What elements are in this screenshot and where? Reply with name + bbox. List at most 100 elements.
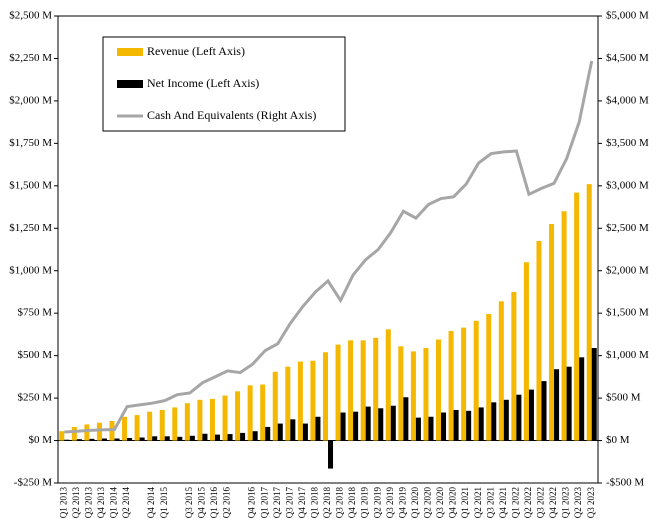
bar	[403, 397, 409, 441]
bar	[486, 314, 492, 441]
bar	[290, 419, 296, 441]
bar	[511, 291, 517, 441]
bar	[340, 412, 346, 441]
x-tick-label: Q2 2023	[573, 487, 583, 519]
bar	[277, 423, 283, 441]
legend-label: Net Income (Left Axis)	[147, 76, 259, 90]
x-tick-label: Q4 2019	[397, 487, 407, 519]
x-tick-label: Q1 2014	[109, 487, 119, 519]
y2-tick-label: $1,500 M	[606, 307, 649, 319]
x-tick-label: Q2 2020	[423, 487, 433, 519]
bar	[491, 402, 497, 441]
x-tick-label: Q1 2023	[561, 487, 571, 519]
bar	[360, 340, 366, 441]
y2-tick-label: $2,500 M	[606, 222, 649, 234]
bar	[315, 416, 321, 441]
bar	[172, 407, 178, 441]
bar	[252, 431, 258, 441]
x-tick-label: Q4 2016	[247, 487, 257, 519]
bar	[503, 399, 509, 441]
bar	[177, 436, 183, 441]
x-tick-label: Q3 2017	[284, 487, 294, 519]
bar	[209, 398, 215, 441]
bar	[101, 438, 107, 441]
y-tick-label: $2,250 M	[9, 52, 52, 64]
x-tick-label: Q3 2021	[485, 487, 495, 518]
bar	[89, 438, 95, 441]
bar	[441, 412, 447, 441]
plot-frame	[57, 15, 599, 484]
bar	[415, 417, 421, 441]
x-tick-label: Q2 2013	[71, 487, 81, 519]
x-tick-label: Q4 2013	[96, 487, 106, 519]
y-tick-label: $1,500 M	[9, 179, 52, 191]
legend-box	[102, 36, 346, 132]
bar	[423, 347, 429, 441]
x-tick-label: Q1 2015	[159, 487, 169, 519]
y-tick-label: $750 M	[17, 307, 52, 319]
bar	[147, 411, 153, 441]
x-tick-label: Q4 2022	[548, 487, 558, 518]
bar	[76, 439, 82, 441]
x-tick-label: Q2 2022	[523, 487, 533, 518]
bar	[498, 301, 504, 441]
legend-label: Cash And Equivalents (Right Axis)	[147, 108, 316, 122]
x-tick-label: Q3 2022	[536, 487, 546, 518]
bar	[64, 439, 70, 441]
bar	[222, 395, 228, 441]
x-tick-label: Q2 2014	[121, 487, 131, 519]
x-tick-label: Q3 2018	[335, 487, 345, 519]
y2-tick-label: $0 M	[606, 434, 630, 446]
bar	[197, 399, 203, 441]
line	[64, 60, 594, 434]
bar	[114, 438, 120, 441]
bar	[240, 432, 246, 441]
bar	[134, 415, 140, 441]
bar	[96, 422, 102, 441]
y-tick-label: $2,500 M	[9, 10, 52, 22]
bar	[586, 184, 592, 441]
bar	[348, 340, 354, 441]
bar	[184, 403, 190, 441]
x-tick-label: Q3 2015	[184, 487, 194, 519]
y-tick-label: $500 M	[17, 349, 52, 361]
x-tick-label: Q4 2015	[196, 487, 206, 519]
bar	[579, 357, 585, 441]
x-tick-label: Q1 2017	[259, 487, 269, 519]
bar	[378, 408, 384, 441]
bar	[260, 384, 266, 441]
bar	[591, 347, 597, 441]
x-tick-label: Q2 2021	[473, 487, 483, 518]
bar	[549, 224, 555, 441]
bar	[516, 394, 522, 441]
x-tick-label: Q4 2018	[347, 487, 357, 519]
bar	[453, 409, 459, 441]
y2-tick-label: $3,500 M	[606, 137, 649, 149]
x-tick-label: Q1 2020	[410, 487, 420, 519]
bar	[448, 331, 454, 441]
y2-tick-label: -$500 M	[606, 477, 644, 489]
y2-tick-label: $4,000 M	[606, 94, 649, 106]
bar	[297, 361, 303, 441]
bar	[566, 366, 572, 441]
bar	[385, 329, 391, 441]
bar	[373, 337, 379, 441]
y2-tick-label: $500 M	[606, 392, 641, 404]
y-tick-label: $2,000 M	[9, 94, 52, 106]
x-tick-label: Q1 2019	[360, 487, 370, 519]
bar	[536, 241, 542, 441]
bar	[473, 320, 479, 441]
legend-label: Revenue (Left Axis)	[147, 44, 245, 58]
y-tick-label: -$250 M	[14, 477, 52, 489]
bar	[84, 424, 90, 441]
x-tick-label: Q1 2016	[209, 487, 219, 519]
bar	[164, 436, 170, 441]
y-tick-label: $1,750 M	[9, 137, 52, 149]
bar	[436, 339, 442, 441]
bar	[561, 211, 567, 441]
x-tick-label: Q3 2020	[435, 487, 445, 519]
x-tick-label: Q1 2018	[310, 487, 320, 519]
y-tick-label: $1,000 M	[9, 264, 52, 276]
y2-tick-label: $5,000 M	[606, 10, 649, 22]
x-tick-label: Q2 2019	[372, 487, 382, 519]
